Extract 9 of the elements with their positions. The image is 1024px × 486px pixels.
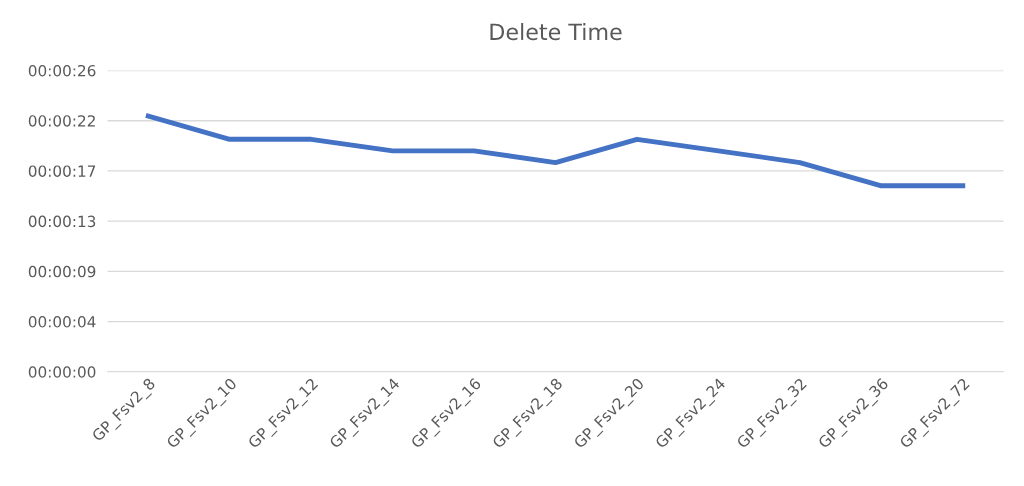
chart-title: Delete Time <box>490 23 622 41</box>
y-tick-label: 00:00:09 <box>28 265 96 278</box>
y-tick-label: 00:00:22 <box>28 115 95 127</box>
line-series <box>145 113 966 189</box>
y-tick-label: 00:00:17 <box>28 165 96 177</box>
y-tick-label: 00:00:13 <box>28 215 96 228</box>
y-tick-label: 00:00:26 <box>28 64 96 77</box>
y-tick-label: 00:00:04 <box>28 316 96 328</box>
y-tick-label: 00:00:00 <box>28 366 96 378</box>
